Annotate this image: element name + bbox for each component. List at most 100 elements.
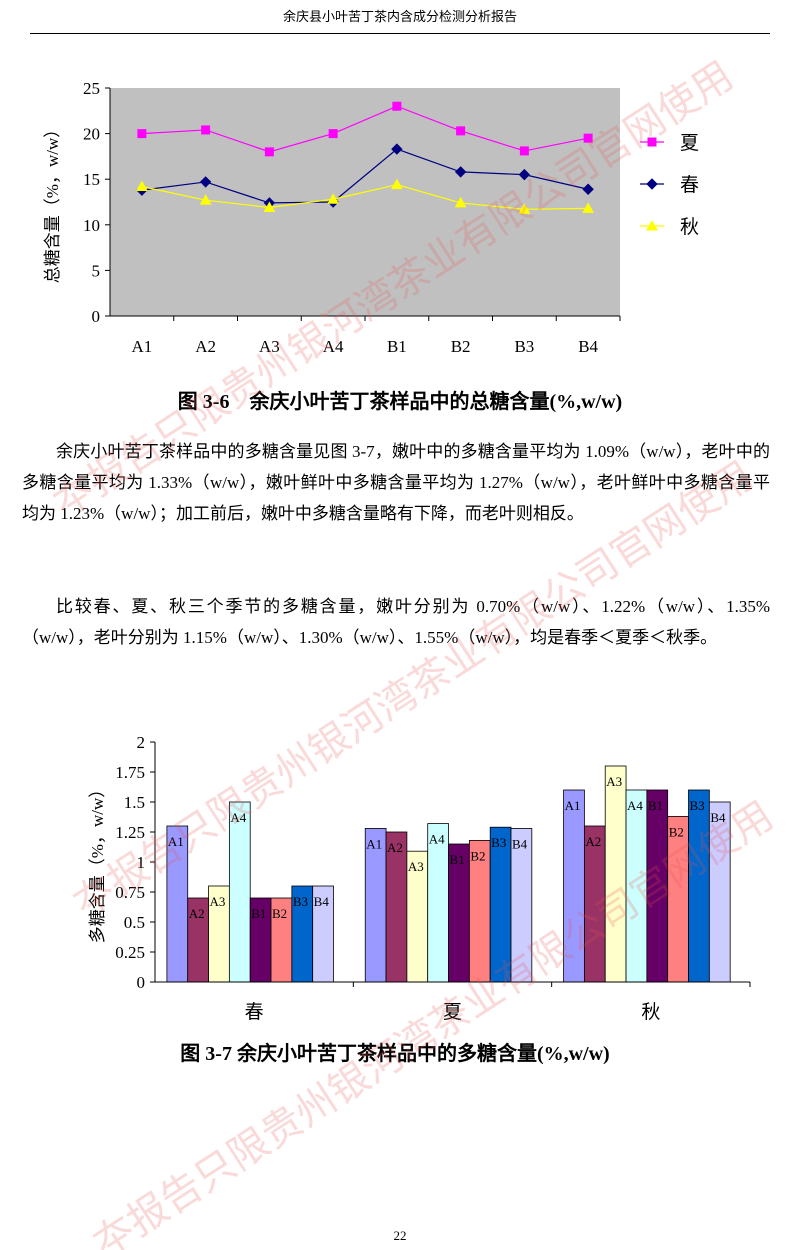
bar-label: B4	[710, 810, 726, 825]
y-tick-label: 0	[137, 973, 146, 992]
legend-label: 夏	[680, 133, 699, 154]
bar-label: B3	[293, 894, 308, 909]
bar	[510, 828, 533, 983]
bar	[563, 789, 585, 983]
marker	[582, 183, 594, 195]
bar-label: B2	[272, 906, 287, 921]
y-axis-label: 多糖含量（%，w/w）	[88, 781, 107, 943]
bar-label: A4	[429, 832, 445, 847]
y-tick-label: 0.25	[115, 943, 145, 962]
bar-label: B2	[669, 824, 684, 839]
bar	[228, 801, 251, 983]
caption: 图 3-6 余庆小叶苦丁茶样品中的总糖含量(%,w/w)	[178, 389, 622, 413]
bar-label: A3	[408, 859, 424, 874]
plot-area	[110, 88, 620, 316]
x-tick-label: A1	[131, 337, 152, 356]
marker	[646, 178, 658, 190]
y-tick-label: 1.5	[124, 793, 145, 812]
marker	[518, 168, 531, 181]
bar	[604, 765, 627, 983]
marker	[391, 143, 403, 155]
bar	[364, 828, 387, 983]
header-rule	[30, 33, 770, 34]
y-tick-label: 0	[92, 307, 101, 326]
bar	[708, 801, 731, 983]
bar-label: B1	[251, 906, 266, 921]
y-tick-label: 25	[83, 79, 100, 98]
series-line	[141, 105, 589, 153]
bar-label: B4	[512, 836, 528, 851]
bar-label: A2	[387, 840, 403, 855]
bar-label: A3	[606, 774, 622, 789]
x-tick-label: B4	[578, 337, 598, 356]
bar-label: A1	[366, 836, 382, 851]
marker	[582, 202, 594, 213]
marker	[519, 146, 529, 156]
page-number: 22	[393, 1228, 407, 1243]
bar-label: B4	[314, 894, 330, 909]
y-tick-label: 1	[137, 853, 146, 872]
x-tick-label: B1	[387, 337, 407, 356]
legend-label: 春	[680, 174, 699, 196]
marker	[454, 166, 467, 178]
series-line	[141, 184, 589, 210]
marker	[327, 193, 339, 204]
marker	[136, 180, 148, 191]
y-tick-label: 2	[137, 733, 146, 752]
y-tick-label: 10	[83, 216, 100, 235]
chart: 0 5 10 15 20 25 总糖含量（%，w/w） 图 3-6 余庆小叶苦丁茶样品中的总糖…	[43, 79, 699, 413]
bar-label: A3	[210, 894, 226, 909]
bar	[667, 816, 689, 983]
marker	[646, 219, 658, 231]
y-tick-label: 5	[92, 261, 101, 280]
bar-label: B3	[690, 798, 705, 813]
bar	[166, 825, 189, 983]
marker	[583, 133, 593, 143]
marker	[456, 126, 466, 136]
y-tick-label: 15	[83, 170, 100, 189]
bar-label: B3	[491, 835, 506, 850]
bar-label: A2	[585, 834, 601, 849]
paragraph: 余庆小叶苦丁茶样品中的多糖含量见图 3-7，嫩叶中的多糖含量平均为 1.09%（…	[22, 442, 770, 523]
bar-label: A4	[627, 798, 643, 813]
marker	[391, 178, 403, 190]
bar-label: B1	[648, 798, 663, 813]
series-line	[141, 148, 589, 204]
x-tick-label: 春	[245, 1001, 264, 1023]
bar-label: A1	[168, 834, 184, 849]
bar	[646, 789, 669, 983]
x-tick-label: B2	[451, 337, 471, 356]
paragraph: 比较春、夏、秋三个季节的多糖含量，嫩叶分别为 0.70%（w/w）、1.22%（…	[22, 597, 770, 647]
marker	[454, 196, 467, 208]
bar-label: A4	[230, 810, 246, 825]
bar	[625, 789, 648, 983]
x-tick-label: A4	[323, 337, 344, 356]
bar	[688, 789, 710, 983]
legend-label: 秋	[680, 216, 699, 238]
bar	[489, 826, 512, 983]
y-tick-label: 0.75	[115, 883, 145, 902]
x-tick-label: 夏	[443, 1002, 462, 1023]
marker	[199, 194, 212, 205]
x-tick-label: 秋	[641, 1001, 660, 1023]
bar-label: A1	[565, 798, 581, 813]
x-tick-label: A2	[195, 337, 216, 356]
bar-label: A2	[189, 906, 205, 921]
marker	[518, 203, 531, 214]
marker	[647, 137, 657, 147]
bar	[427, 823, 449, 983]
chart: A1 A2 A3 A4 B1 B2 B3 B4 春 A1 A2 A3 A4 B1 B2 B3 B4 夏 A1 A2 A3…	[88, 733, 751, 1065]
marker	[264, 147, 274, 157]
y-tick-label: 1.25	[115, 823, 145, 842]
bar-label: B1	[450, 852, 465, 867]
bar	[583, 825, 606, 983]
marker	[201, 125, 211, 135]
marker	[328, 129, 338, 139]
page-header: 余庆县小叶苦丁茶内含成分检测分析报告	[282, 9, 517, 24]
y-tick-label: 0.5	[124, 913, 145, 932]
x-tick-label: B3	[514, 337, 534, 356]
bar-label: B2	[470, 848, 485, 863]
marker	[137, 129, 147, 139]
x-tick-label: A3	[259, 337, 280, 356]
